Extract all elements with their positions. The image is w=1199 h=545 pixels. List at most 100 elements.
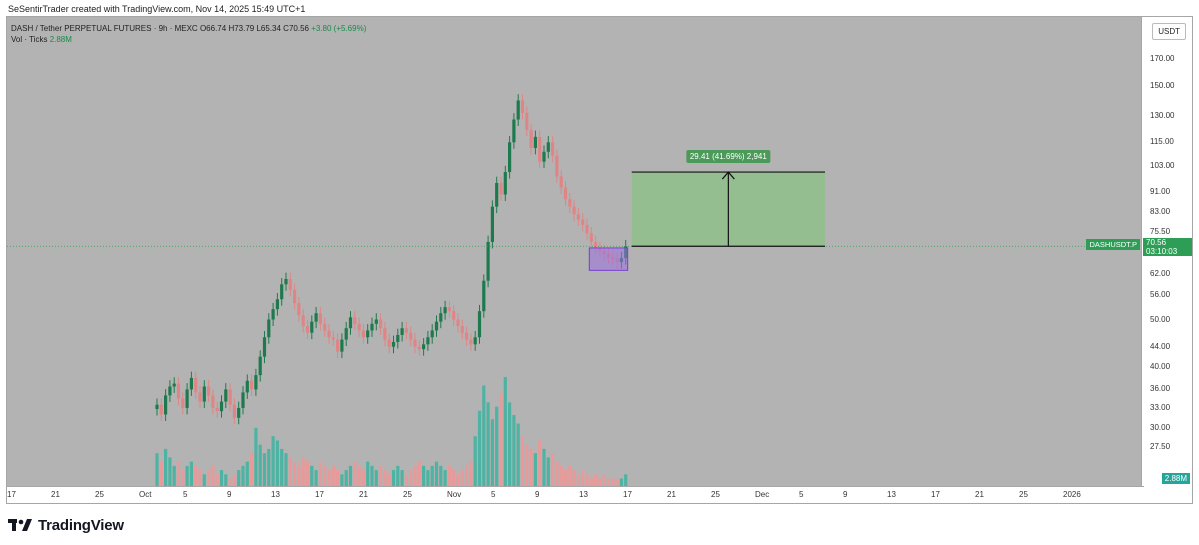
price-axis-label: 83.00 <box>1150 206 1171 216</box>
candle-body <box>581 219 585 225</box>
volume-bar <box>542 448 546 487</box>
volume-bar <box>267 448 271 487</box>
volume-bar <box>219 470 224 487</box>
volume-bar <box>409 470 413 487</box>
candle-body <box>254 375 258 390</box>
candle-body <box>482 280 486 312</box>
volume-bar <box>323 465 327 487</box>
candle-body <box>323 323 327 331</box>
candle-body <box>374 319 378 324</box>
candle-body <box>404 328 408 333</box>
volume-bar <box>413 465 417 487</box>
volume-bar <box>563 470 568 487</box>
candle-body <box>546 142 550 152</box>
candle-body <box>585 224 589 234</box>
volume-bar <box>211 465 215 487</box>
volume-bar <box>422 465 426 487</box>
volume-bar <box>546 457 550 487</box>
volume-bar <box>529 448 533 487</box>
volume-bar <box>271 436 275 487</box>
candle-body <box>417 346 421 350</box>
candle-body <box>529 129 533 148</box>
candle-body <box>572 206 576 215</box>
candle-body <box>443 307 447 314</box>
volume-bar <box>516 423 520 487</box>
candle-body <box>237 407 241 418</box>
legend-change: +3.80 (+5.69%) <box>311 24 367 33</box>
volume-bar <box>624 474 628 487</box>
candle-body <box>159 404 163 415</box>
price-axis-label: 115.00 <box>1150 137 1174 147</box>
volume-bar <box>366 461 370 487</box>
candle-body <box>245 380 249 393</box>
time-axis-label: 17 <box>315 490 324 499</box>
volume-bar <box>241 465 245 487</box>
volume-bar <box>202 474 206 487</box>
currency-button[interactable]: USDT <box>1152 23 1186 40</box>
volume-bar <box>232 474 236 487</box>
candle-body <box>383 328 387 340</box>
volume-bar <box>469 461 473 487</box>
candle-body <box>396 334 400 342</box>
candle-body <box>568 199 572 207</box>
volume-bar <box>194 465 198 487</box>
volume-bar <box>400 470 404 487</box>
volume-bar <box>443 470 447 487</box>
candle-body <box>387 339 391 347</box>
volume-bar <box>585 474 589 487</box>
candle-body <box>516 100 520 120</box>
measure-label: 29.41 (41.69%) 2,941 <box>690 152 767 161</box>
candle-body <box>280 284 284 300</box>
volume-bar <box>250 453 254 487</box>
price-axis[interactable]: USDT 170.00 150.00 130.00 115.00 103.00 91.00… <box>1141 17 1192 503</box>
candle-body <box>219 401 224 412</box>
volume-bar <box>305 461 310 487</box>
candle-body <box>512 119 516 143</box>
volume-bar <box>258 444 262 487</box>
volume-bar <box>383 470 387 487</box>
volume-bar <box>357 465 361 487</box>
candle-body <box>348 317 353 329</box>
price-chart-canvas[interactable]: 29.41 (41.69%) 2,941 <box>7 17 1144 489</box>
time-axis-label: 21 <box>667 490 676 499</box>
time-axis[interactable]: 17 21 25 Oct 5 9 13 17 21 25 Nov 5 9 13 17 21 25 Dec 5 9 13 1… <box>7 486 1144 503</box>
candle-body <box>426 337 430 345</box>
price-axis-label: 103.00 <box>1150 160 1175 170</box>
time-axis-label: 9 <box>843 490 848 499</box>
volume-bar <box>417 461 421 487</box>
candle-body <box>576 214 580 220</box>
candle-body <box>430 330 434 338</box>
volume-bar <box>594 474 598 487</box>
volume-bar <box>486 402 490 487</box>
time-axis-label: 9 <box>227 490 232 499</box>
candle-body <box>538 136 542 162</box>
volume-bar <box>538 440 542 487</box>
time-axis-label: 9 <box>535 490 540 499</box>
tradingview-logo[interactable]: TradingView <box>8 514 124 536</box>
candle-body <box>310 321 314 333</box>
volume-bar <box>465 465 469 487</box>
candle-body <box>164 395 168 415</box>
candle-body <box>288 278 292 290</box>
volume-bar <box>280 448 284 487</box>
price-axis-label: 36.00 <box>1150 384 1171 394</box>
volume-bar <box>598 478 602 487</box>
volume-bar <box>245 461 249 487</box>
chart-panel[interactable]: DASH / Tether PERPETUAL FUTURES · 9h · M… <box>6 16 1193 504</box>
volume-bar <box>353 461 357 487</box>
candle-body <box>452 311 456 320</box>
candle-body <box>262 337 267 357</box>
candle-body <box>215 407 219 412</box>
volume-bar <box>189 461 193 487</box>
candle-body <box>379 319 383 329</box>
candle-body <box>357 323 361 331</box>
volume-bar <box>361 470 365 487</box>
volume-bar <box>559 465 563 487</box>
legend-volume-value: 2.88M <box>49 35 72 44</box>
volume-bar <box>555 461 559 487</box>
candle-body <box>189 377 193 390</box>
volume-bar <box>224 474 228 487</box>
volume-bar <box>207 470 211 487</box>
candle-body <box>336 339 340 352</box>
candle-body <box>499 182 503 195</box>
